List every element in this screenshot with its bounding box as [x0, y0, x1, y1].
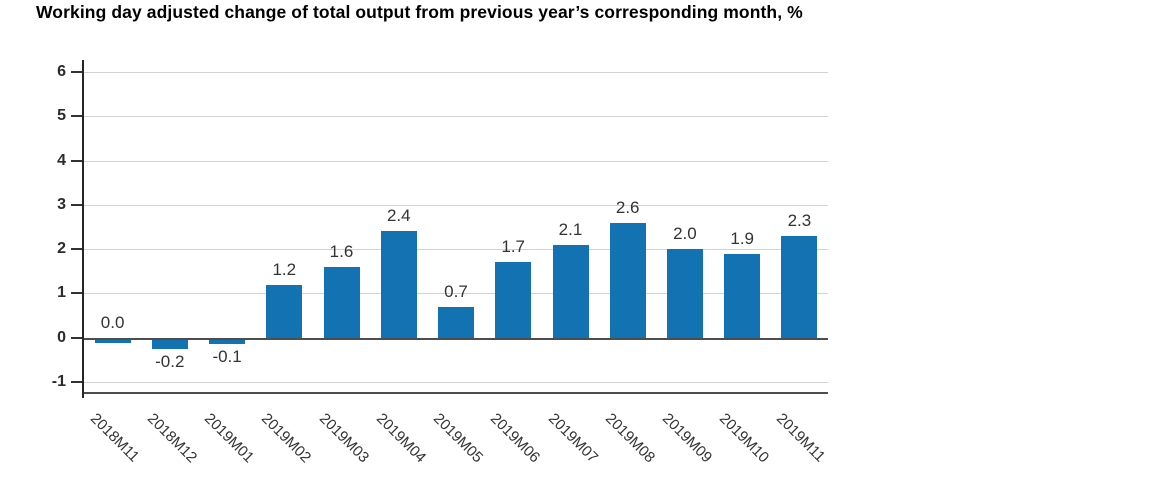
- bar-2018M12: [151, 337, 188, 349]
- bar-2019M11: [781, 235, 818, 338]
- value-label-2019M04: 2.4: [386, 206, 411, 226]
- value-label-2019M03: 1.6: [329, 241, 354, 261]
- bar-2019M05: [438, 306, 474, 338]
- value-label-2019M10: 1.9: [730, 228, 754, 248]
- x-tick-label-2018M11: 2018M11: [86, 410, 143, 466]
- bar-2019M01: [209, 337, 246, 345]
- x-tick-label-2019M03: 2019M03: [315, 410, 372, 467]
- y-tick-mark: [71, 71, 84, 73]
- y-tick-label: 2: [57, 240, 66, 258]
- value-label-2019M02: 1.2: [272, 259, 297, 279]
- x-tick-label-2019M10: 2019M10: [716, 410, 773, 467]
- x-tick-label-2018M12: 2018M12: [143, 410, 201, 467]
- x-tick-label-2019M04: 2019M04: [372, 410, 430, 467]
- y-tick-mark: [71, 115, 84, 118]
- gridline: [84, 160, 828, 162]
- y-tick-mark: [71, 248, 84, 251]
- x-tick-label-2019M06: 2019M06: [487, 410, 544, 467]
- gridline: [84, 72, 828, 73]
- bar-2019M03: [323, 266, 360, 338]
- plot-area: 6 5 4 3 2 1 0 -1 0.0 2018M11 -0.2 2018M12 -0.1 2019M0…: [52, 60, 829, 466]
- value-label-2019M09: 2.0: [673, 224, 697, 244]
- bar-2019M06: [495, 262, 532, 338]
- y-tick-label: 6: [57, 63, 66, 80]
- y-tick-label: 1: [57, 284, 66, 302]
- bar-2019M02: [266, 284, 303, 338]
- value-label-2019M05: 0.7: [444, 281, 468, 301]
- value-label-2019M11: 2.3: [787, 210, 812, 230]
- y-tick-mark: [71, 292, 84, 295]
- y-tick-mark: [71, 381, 84, 383]
- bar-2018M11: [94, 339, 131, 343]
- bar-2019M07: [552, 244, 589, 338]
- x-tick-label-2019M08: 2019M08: [601, 410, 658, 467]
- x-tick-label-2019M09: 2019M09: [658, 410, 716, 467]
- bar-2019M10: [724, 253, 761, 338]
- value-label-2019M07: 2.1: [558, 219, 583, 239]
- x-tick-label-2019M11: 2019M11: [773, 410, 829, 466]
- x-tick-label-2019M01: 2019M01: [201, 410, 258, 467]
- y-tick-mark: [71, 159, 84, 162]
- x-tick-label-2019M02: 2019M02: [258, 410, 315, 467]
- gridline: [84, 116, 828, 118]
- chart-title: Working day adjusted change of total out…: [36, 2, 803, 22]
- x-tick-label-2019M05: 2019M05: [429, 410, 487, 467]
- gridline: [84, 293, 828, 295]
- y-tick-label: 4: [57, 151, 66, 169]
- bar-2019M09: [666, 249, 703, 338]
- gridline: [84, 204, 828, 206]
- y-tick-label: 0: [57, 328, 66, 346]
- y-tick-label: 5: [57, 107, 66, 125]
- x-axis-line: [84, 392, 828, 394]
- bar-2019M08: [609, 222, 646, 338]
- gridline: [84, 249, 828, 251]
- y-axis-line: [82, 60, 84, 398]
- value-label-2018M12: -0.2: [155, 351, 185, 371]
- value-label-2019M01: -0.1: [212, 347, 242, 367]
- value-label-2019M08: 2.6: [615, 197, 640, 217]
- bar-2019M04: [380, 231, 417, 338]
- y-tick-label: -1: [51, 373, 66, 390]
- y-tick-mark: [71, 336, 84, 339]
- y-tick-label: 3: [57, 195, 66, 213]
- value-label-2019M06: 1.7: [501, 237, 525, 257]
- gridline: [84, 382, 828, 383]
- x-tick-label-2019M07: 2019M07: [544, 410, 601, 467]
- value-label-2018M11: 0.0: [100, 312, 125, 332]
- y-tick-mark: [71, 203, 84, 206]
- zero-line: [84, 337, 828, 340]
